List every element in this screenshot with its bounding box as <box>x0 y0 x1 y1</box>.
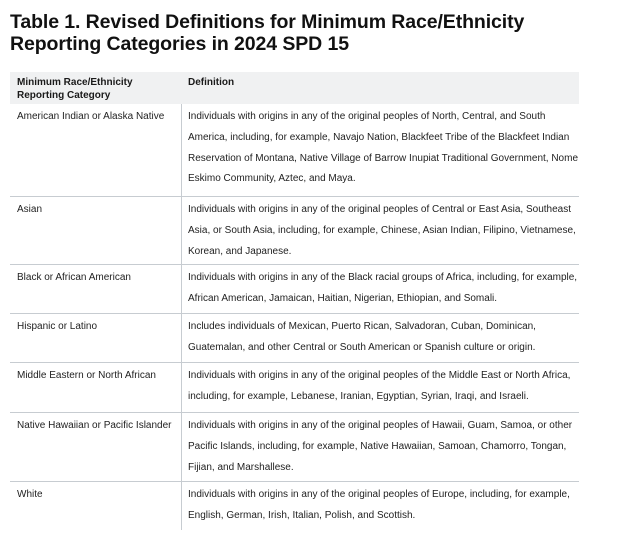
table-row: Black or African American Individuals wi… <box>10 265 579 314</box>
category-cell: Black or African American <box>17 272 131 283</box>
category-cell: Middle Eastern or North African <box>17 370 156 381</box>
table-row: Asian Individuals with origins in any of… <box>10 197 579 265</box>
table-row: Hispanic or Latino Includes individuals … <box>10 314 579 363</box>
definition-cell: Individuals with origins in any of the o… <box>188 111 579 185</box>
table-header-row: Minimum Race/Ethnicity Reporting Categor… <box>10 72 579 104</box>
table-row: Native Hawaiian or Pacific Islander Indi… <box>10 413 579 482</box>
definition-cell: Individuals with origins in any of the B… <box>188 272 578 304</box>
category-cell: Native Hawaiian or Pacific Islander <box>17 420 172 431</box>
definition-cell: Individuals with origins in any of the o… <box>188 204 576 257</box>
definitions-table: Minimum Race/Ethnicity Reporting Categor… <box>10 72 579 530</box>
definition-cell: Individuals with origins in any of the o… <box>188 420 573 473</box>
category-cell: White <box>17 489 43 500</box>
definition-cell: Individuals with origins in any of the o… <box>188 489 570 521</box>
table-body: American Indian or Alaska Native Individ… <box>10 104 579 530</box>
definition-cell: Individuals with origins in any of the o… <box>188 370 571 402</box>
header-definition: Definition <box>188 77 235 88</box>
table-title: Table 1. Revised Definitions for Minimum… <box>10 11 525 55</box>
header-category: Minimum Race/Ethnicity Reporting Categor… <box>17 77 133 101</box>
category-cell: Hispanic or Latino <box>17 321 98 332</box>
table-row: White Individuals with origins in any of… <box>10 482 579 530</box>
table-row: American Indian or Alaska Native Individ… <box>10 104 579 197</box>
definition-cell: Includes individuals of Mexican, Puerto … <box>188 321 536 353</box>
category-cell: American Indian or Alaska Native <box>17 111 165 122</box>
table-row: Middle Eastern or North African Individu… <box>10 363 579 413</box>
category-cell: Asian <box>17 204 43 215</box>
